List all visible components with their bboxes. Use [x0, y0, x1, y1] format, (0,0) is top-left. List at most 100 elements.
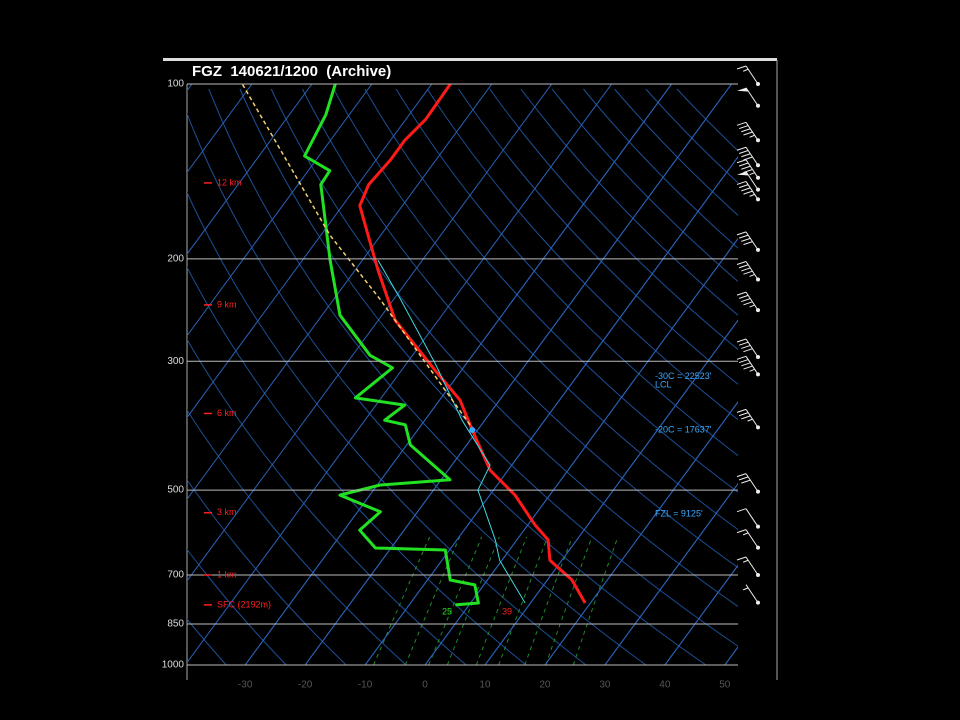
x-tick-label: 30 — [599, 680, 611, 691]
dry-adiabat — [583, 88, 738, 249]
wind-barb — [736, 473, 760, 494]
profile-line — [358, 84, 587, 604]
wind-barb — [736, 261, 760, 282]
barb-feather — [741, 153, 751, 158]
lcl-marker — [469, 426, 476, 433]
barb-feather — [739, 150, 749, 154]
barb-feather — [736, 291, 747, 296]
y-tick-label: 300 — [167, 356, 184, 367]
wind-barb — [737, 87, 760, 108]
barb-feather — [741, 187, 751, 192]
barb-half — [749, 193, 755, 197]
profile-line — [241, 84, 471, 426]
isotherm — [187, 84, 553, 582]
chart-title: FGZ 140621/1200 (Archive) — [192, 63, 391, 80]
barb-feather — [743, 169, 753, 173]
barb-feather — [736, 408, 747, 413]
barb-feather — [736, 473, 747, 478]
barb-feather — [736, 261, 747, 265]
barb-feather — [739, 294, 749, 299]
barb-feather — [743, 270, 753, 275]
barb-half — [749, 368, 755, 372]
mixing-ratio-line — [498, 536, 549, 665]
x-tick-label: -10 — [358, 680, 373, 691]
dry-adiabat — [614, 88, 738, 216]
isotherm — [187, 84, 373, 337]
barb-pennant — [737, 171, 749, 176]
wind-barb — [736, 231, 760, 252]
barb-staff — [745, 508, 759, 527]
barb-dot — [756, 247, 760, 252]
isotherm — [187, 84, 493, 501]
barb-feather — [741, 479, 751, 484]
barb-feather — [736, 556, 747, 561]
y-tick-label: 500 — [167, 485, 184, 496]
barb-dot — [756, 600, 760, 605]
barb-half — [747, 418, 753, 422]
level-annotation: LCL — [655, 380, 672, 390]
isotherm-tick — [604, 482, 738, 665]
wind-barb — [736, 408, 760, 430]
barb-feather — [736, 180, 747, 185]
wind-barb — [736, 556, 760, 578]
dry-adiabat — [551, 88, 738, 283]
barb-feather — [736, 146, 747, 151]
wind-barb — [736, 159, 760, 180]
isotherm — [187, 84, 613, 664]
y-tick-label: 200 — [167, 254, 184, 265]
height-label: 3 km — [217, 507, 237, 517]
barb-dot — [756, 277, 760, 282]
dry-adiabat — [187, 112, 647, 665]
barb-feather — [739, 476, 749, 481]
height-label: 12 km — [217, 177, 242, 187]
barb-feather — [739, 341, 749, 346]
mixing-ratio-line — [545, 536, 593, 665]
x-tick-label: 40 — [659, 680, 671, 691]
y-tick-label: 850 — [167, 619, 184, 630]
isotherm-tick — [304, 84, 732, 665]
isotherm-tick — [244, 84, 673, 665]
wind-barb — [736, 121, 760, 143]
barb-dot — [756, 163, 760, 168]
dry-adiabat — [187, 338, 467, 665]
wind-barb — [736, 338, 760, 359]
isotherm-tick — [664, 564, 738, 665]
surface-dewpoint-label: 25 — [442, 606, 452, 616]
barb-feather — [741, 298, 751, 303]
wind-barb — [736, 529, 760, 550]
mixing-ratio-line — [404, 536, 461, 665]
profile-line — [303, 84, 480, 607]
barb-feather — [739, 184, 749, 189]
height-label: SFC (2192m) — [217, 599, 271, 609]
wind-barb — [736, 65, 760, 86]
barb-pennant — [737, 87, 749, 92]
barb-dot — [756, 372, 760, 377]
isotherm — [187, 84, 313, 255]
barb-feather — [741, 267, 751, 272]
barb-dot — [756, 308, 760, 313]
isotherm-tick — [544, 401, 738, 665]
height-label: 1 km — [217, 569, 237, 579]
isotherm — [187, 84, 433, 419]
x-tick-label: -30 — [238, 680, 253, 691]
barb-feather — [743, 156, 753, 161]
level-annotation: FZL = 9125' — [655, 509, 703, 519]
wind-barb — [736, 291, 760, 313]
dry-adiabat — [187, 409, 407, 665]
dry-adiabat — [187, 548, 287, 665]
wind-barb — [736, 180, 760, 202]
barb-feather — [741, 128, 751, 133]
y-tick-label: 700 — [167, 570, 184, 581]
barb-feather — [743, 301, 753, 306]
barb-feather — [739, 162, 749, 167]
barb-half — [749, 134, 755, 138]
barb-dot — [756, 524, 760, 529]
dry-adiabat — [187, 266, 527, 665]
barb-dot — [756, 354, 760, 359]
barb-feather — [739, 412, 749, 417]
barb-half — [742, 559, 749, 563]
mixing-ratio-line — [572, 536, 619, 665]
barb-feather — [736, 231, 747, 236]
height-label: 9 km — [217, 299, 237, 309]
